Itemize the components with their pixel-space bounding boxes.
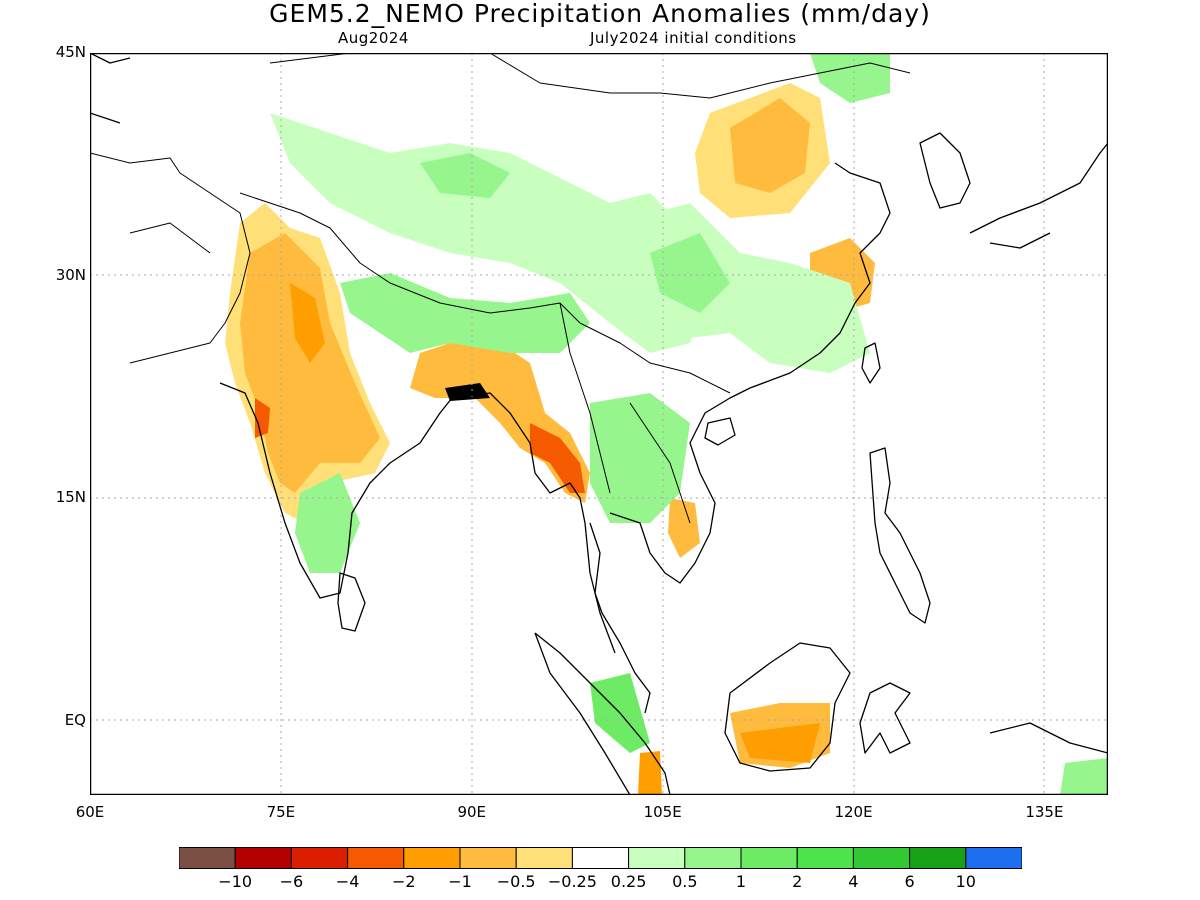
anomaly-indochina-wet <box>590 393 690 523</box>
lat-tick-label: 45N <box>55 43 86 61</box>
anomaly-india-dry-peak <box>290 283 325 363</box>
border-afghanistan <box>90 152 211 254</box>
border-laos-vietnam <box>629 402 691 524</box>
colorbar-label: −0.25 <box>547 872 597 891</box>
anomaly-pacific-wet <box>1060 758 1108 795</box>
colorbar <box>179 847 1022 869</box>
coast-sumatra <box>534 632 671 795</box>
colorbar-label: 10 <box>955 872 976 891</box>
colorbar-swatch <box>571 847 630 869</box>
map-border <box>90 53 1108 795</box>
coast-hainan <box>704 417 736 446</box>
colorbar-label: 2 <box>792 872 803 891</box>
colorbar-label: −6 <box>279 872 304 891</box>
colorbar-swatch <box>403 847 461 869</box>
anomaly-nchina-dry-core <box>730 98 810 193</box>
colorbar-label: 0.25 <box>610 872 647 891</box>
colorbar-label: −4 <box>335 872 360 891</box>
coast-borneo <box>724 642 851 772</box>
colorbar-label: 1 <box>735 872 747 891</box>
anomaly-borneo-dry-core <box>740 723 820 763</box>
precipitation-map <box>90 53 1108 795</box>
border-china-indochina <box>579 322 731 394</box>
coast-philippines <box>869 447 931 624</box>
lon-tick-label: 135E <box>1025 803 1064 821</box>
colorbar-swatch <box>852 847 911 869</box>
colorbar-swatch <box>684 847 742 869</box>
colorbar-label: −10 <box>218 872 253 891</box>
colorbar-label: 0.5 <box>672 872 698 891</box>
anomaly-sumatra-dry <box>638 751 662 795</box>
coast-taiwan <box>861 342 881 384</box>
colorbar-label: 4 <box>848 872 859 891</box>
lon-tick-label: 105E <box>643 803 682 821</box>
graticule <box>90 53 1108 795</box>
colorbar-swatch <box>347 847 405 869</box>
colorbar-swatch <box>740 847 798 869</box>
anomaly-himalaya-wet <box>340 273 590 353</box>
colorbar-swatch <box>909 847 967 869</box>
coast-myanmar <box>451 392 616 654</box>
coast-indochina <box>609 387 751 584</box>
anomaly-tibet-wet <box>270 113 710 353</box>
border-pakistan <box>129 172 251 364</box>
anomaly-tibet-wet-core <box>420 153 510 198</box>
coastlines <box>90 53 1108 795</box>
colorbar-label: −2 <box>392 872 416 891</box>
border-india-china <box>239 192 581 324</box>
lat-tick-label: EQ <box>64 710 86 729</box>
lon-tick-label: 120E <box>834 803 873 821</box>
colorbar-swatch <box>179 847 236 869</box>
initial-conditions-label: July2024 initial conditions <box>590 29 797 47</box>
coast-sulawesi <box>859 682 911 754</box>
anomaly-sw-china-wet-core <box>650 233 730 313</box>
border-myanmar-thailand <box>559 302 611 494</box>
anomaly-shading <box>225 53 1108 795</box>
lon-tick-label: 75E <box>266 803 296 821</box>
colorbar-label: −0.5 <box>496 872 536 891</box>
anomaly-bay-black <box>445 383 490 401</box>
coast-korea <box>919 132 971 209</box>
map-title: GEM5.2_NEMO Precipitation Anomalies (mm/… <box>269 0 931 28</box>
anomaly-indochina-dry <box>668 498 700 558</box>
lat-tick-label: 30N <box>55 265 86 284</box>
coast-malay <box>589 522 651 714</box>
coast-china <box>749 162 891 389</box>
colorbar-swatch <box>234 847 292 869</box>
coast-japan <box>969 142 1108 249</box>
lon-tick-label: 90E <box>457 803 487 821</box>
forecast-month: Aug2024 <box>338 29 409 47</box>
colorbar-label: −1 <box>448 872 472 891</box>
lat-tick-label: 15N <box>55 488 86 507</box>
anomaly-myanmar-coast <box>530 423 585 493</box>
coast-srilanka <box>337 572 366 632</box>
colorbar-swatch <box>515 847 573 869</box>
coast-newguinea <box>989 722 1108 754</box>
colorbar-swatch <box>459 847 517 869</box>
colorbar-swatch <box>965 847 1022 869</box>
border-mongolia <box>269 53 911 99</box>
lon-tick-label: 60E <box>75 803 105 821</box>
coast-india <box>219 382 453 599</box>
borders <box>90 53 911 524</box>
coast-northwest <box>90 53 131 124</box>
colorbar-swatch <box>796 847 854 869</box>
anomaly-north-wet <box>810 53 890 103</box>
colorbar-swatch <box>290 847 349 869</box>
anomaly-bangladesh-dry <box>410 343 590 503</box>
colorbar-label: 6 <box>904 872 915 891</box>
colorbar-swatch <box>628 847 686 869</box>
